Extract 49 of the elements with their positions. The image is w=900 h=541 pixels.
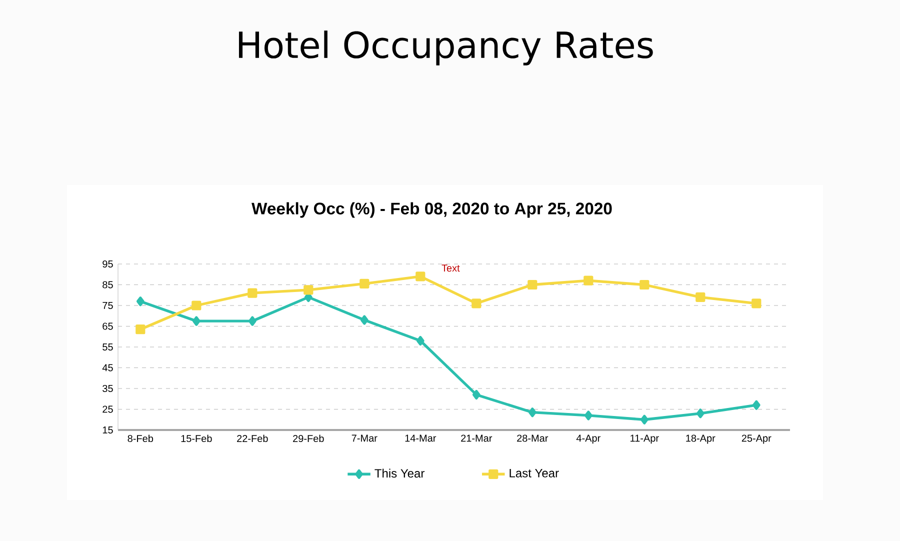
legend-label: This Year xyxy=(374,468,424,478)
point xyxy=(192,316,200,326)
point xyxy=(472,390,480,400)
point xyxy=(696,408,704,418)
y-tick-label: 65 xyxy=(102,322,113,330)
x-tick-label: 14-Mar xyxy=(405,434,436,442)
x-tick-label: 18-Apr xyxy=(686,434,716,444)
annotation: Text xyxy=(442,264,460,272)
chart-subtitle: Weekly Occ (%) - Feb 08, 2020 to Apr 25, 2020 xyxy=(252,202,612,218)
x-tick-label: 15-Feb xyxy=(181,434,212,442)
y-tick-label: 55 xyxy=(102,344,113,350)
x-tick-label: 4-Apr xyxy=(576,434,600,444)
point xyxy=(248,288,258,298)
point xyxy=(416,272,426,282)
y-tick-label: 75 xyxy=(102,302,113,309)
x-tick-label: 8-Feb xyxy=(128,434,154,442)
x-tick-label: 28-Mar xyxy=(517,434,548,442)
y-tick-label: 45 xyxy=(102,364,113,372)
y-tick-label: 85 xyxy=(102,281,113,288)
point xyxy=(416,336,424,346)
point xyxy=(360,278,370,289)
legend-label: Last Year xyxy=(510,469,559,478)
point xyxy=(752,298,762,308)
x-tick-label: 21-Mar xyxy=(461,434,492,442)
x-tick-label: 25-Apr xyxy=(742,434,772,444)
point xyxy=(472,298,482,308)
point xyxy=(696,292,706,302)
x-tick-label: 22-Feb xyxy=(237,434,268,442)
x-tick-label: 29-Feb xyxy=(293,434,324,442)
point xyxy=(528,280,538,290)
point xyxy=(192,300,202,310)
x-tick-label: 11-Apr xyxy=(630,434,659,444)
point xyxy=(360,315,368,325)
point xyxy=(640,414,648,424)
point xyxy=(136,324,146,334)
point xyxy=(752,400,760,410)
point xyxy=(248,316,256,326)
point xyxy=(136,296,144,306)
y-tick-label: 15 xyxy=(102,426,113,434)
point xyxy=(304,285,314,295)
y-tick-label: 25 xyxy=(102,406,113,413)
point xyxy=(584,410,592,420)
point xyxy=(528,408,536,418)
point xyxy=(640,280,650,290)
x-tick-label: 7-Mar xyxy=(352,434,378,442)
y-tick-label: 95 xyxy=(102,260,113,268)
chart-title: Hotel Occupancy Rates xyxy=(238,30,653,66)
y-tick-label: 35 xyxy=(102,384,113,392)
point xyxy=(584,276,594,286)
